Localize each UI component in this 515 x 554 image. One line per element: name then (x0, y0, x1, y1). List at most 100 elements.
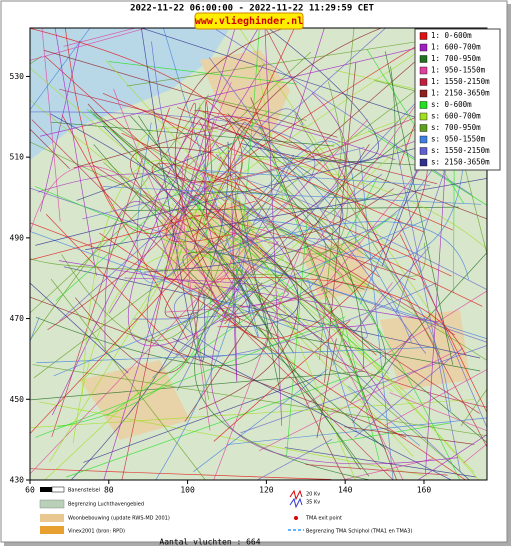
x-tick-label: 120 (259, 486, 274, 495)
swatch (40, 514, 64, 522)
flight-track (30, 240, 212, 435)
flight-track (228, 226, 461, 480)
flight-track (425, 157, 447, 474)
flight-track (182, 251, 365, 294)
legend-swatch (419, 43, 428, 52)
legend-swatch (419, 32, 428, 40)
flight-track (30, 399, 474, 428)
legend-swatch (419, 124, 428, 132)
flight-track (150, 109, 380, 278)
flight-track (30, 99, 393, 393)
flight-track (241, 28, 379, 163)
flight-track (51, 107, 201, 416)
swatch (51, 486, 65, 493)
flight-track (384, 369, 487, 426)
flight-track (151, 41, 209, 203)
x-tick-label: 140 (338, 486, 353, 495)
flight-track (176, 155, 295, 391)
flight-track (99, 232, 467, 480)
flight-track (113, 88, 236, 283)
flight-track (130, 147, 325, 342)
flight-track (127, 28, 258, 347)
flight-track (205, 97, 307, 121)
flight-track (195, 248, 379, 339)
flight-track (175, 60, 457, 356)
flight-track (193, 191, 365, 369)
flight-track (194, 285, 387, 450)
flight-track (340, 458, 434, 480)
flight-track (30, 370, 365, 401)
flight-track (87, 103, 238, 182)
flight-track (51, 121, 335, 147)
x-tick-label: 160 (417, 486, 432, 495)
flight-track (63, 266, 481, 359)
flight-track (102, 92, 425, 233)
flight-track (352, 246, 430, 334)
flight-track (305, 290, 487, 405)
flight-track (141, 28, 206, 362)
legend-swatch (419, 147, 428, 155)
flight-track (299, 94, 424, 266)
flight-track (174, 286, 220, 353)
flight-track (35, 316, 346, 438)
flight-track (32, 364, 487, 437)
flight-track (59, 88, 438, 185)
flight-track (265, 28, 487, 448)
legend-label: 1: 700-950m (431, 54, 481, 63)
flight-track (75, 290, 200, 374)
urban (380, 310, 470, 390)
flight-track (384, 51, 454, 365)
flight-track (146, 196, 437, 358)
flight-track (105, 59, 480, 480)
flight-track (30, 165, 206, 255)
flight-track (347, 385, 421, 447)
flight-track (35, 270, 269, 367)
flight-track (244, 210, 374, 290)
bottom-legend-label: Woonbebouwing (update RWS-MD 2001) (68, 516, 170, 522)
flight-track (154, 189, 230, 285)
flight-track (176, 81, 239, 289)
flight-track (30, 468, 332, 480)
title: 2022-11-22 06:00:00 - 2022-11-22 11:29:5… (130, 4, 374, 14)
swatch (40, 526, 64, 534)
flight-track (204, 101, 213, 218)
flight-track (316, 338, 337, 438)
flight-track (350, 252, 487, 403)
flight-track (257, 439, 333, 480)
flight-track (103, 119, 215, 480)
flight-track (345, 328, 380, 461)
flight-track (207, 81, 349, 255)
flight-track (76, 143, 233, 201)
flight-count: Aantal vluchten : 664 (159, 538, 260, 547)
flight-track (284, 447, 477, 478)
flight-track (55, 109, 271, 301)
legend-swatch (419, 89, 428, 98)
flight-track (227, 92, 347, 249)
legend-label: s: 1550-2150m (431, 146, 490, 155)
flight-track (136, 127, 295, 364)
flight-track (204, 28, 295, 222)
bottom-legend-label: Banenstelsel (68, 488, 100, 494)
flight-track (395, 143, 461, 473)
flight-track (44, 143, 404, 480)
legend: 1: 0-600m 1: 600-700m 1: 700-950m 1: 950-15… (419, 31, 490, 167)
site-badge (194, 12, 304, 30)
flight-track (198, 156, 299, 410)
legend-box (414, 28, 501, 171)
flight-track (389, 392, 487, 432)
y-tick-label: 430 (10, 476, 25, 485)
flight-track (237, 132, 387, 377)
flight-track (200, 150, 487, 250)
legend-label: 1: 0-600m (431, 31, 472, 40)
y-tick-label: 450 (10, 395, 25, 404)
flight-track (286, 211, 309, 458)
x-tick-label: 60 (25, 486, 35, 495)
flight-track (30, 317, 40, 343)
legend-label: s: 0-600m (431, 100, 472, 109)
legend-swatch (419, 78, 428, 86)
flight-track (93, 113, 487, 444)
flight-track (324, 62, 357, 383)
flight-track (240, 345, 487, 434)
